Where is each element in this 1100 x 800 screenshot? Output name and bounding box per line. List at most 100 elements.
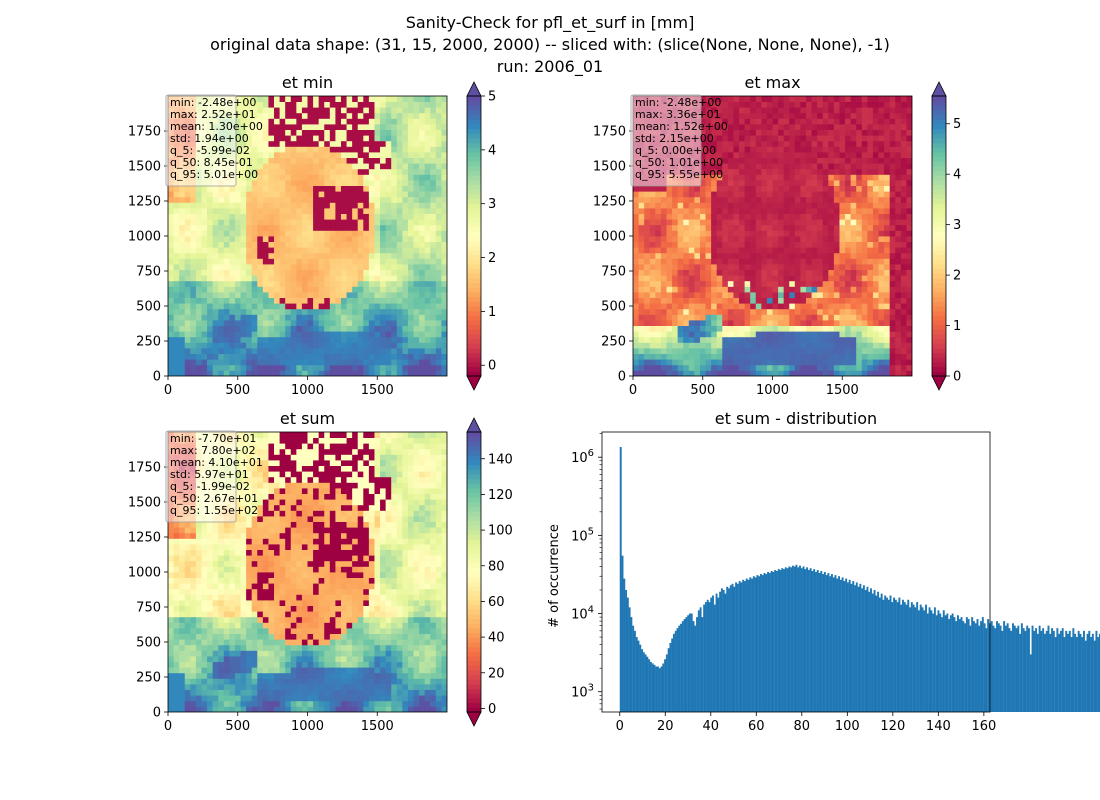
heatmap-cell [900,325,907,332]
heatmap-cell [352,146,359,153]
heatmap-cell [822,236,829,242]
heatmap-cell [895,124,902,130]
heatmap-cell [374,112,381,119]
heatmap-cell [833,292,840,298]
heatmap-cell [699,118,706,125]
heatmap-cell [861,135,868,142]
heatmap-cell [733,208,740,214]
heatmap-cell [335,258,342,265]
heatmap-cell [435,135,442,142]
heatmap-cell [755,129,762,136]
heatmap-cell [441,124,447,130]
heatmap-cell [363,264,370,270]
heatmap-cell [822,118,829,125]
heatmap-cell [201,336,208,343]
heatmap-cell [441,370,447,376]
heatmap-cell [644,213,651,220]
heatmap-cell [190,348,197,354]
heatmap-cell [324,247,331,254]
heatmap-cell [811,135,818,142]
heatmap-cell [638,342,645,349]
heatmap-cell [324,353,331,360]
heatmap-cell [733,191,740,198]
heatmap-cell [268,157,275,164]
heatmap-cell [234,140,241,147]
heatmap-cell [396,196,403,203]
heatmap-cell [839,213,846,220]
heatmap-cell [279,336,286,343]
heatmap-cell [666,208,673,214]
heatmap-cell [805,213,812,220]
heatmap-cell [318,269,325,276]
heatmap-cell [750,331,757,338]
heatmap-cell [672,364,679,371]
heatmap-cell [716,140,723,147]
heatmap-cell [413,185,420,192]
heatmap-cell [694,236,701,242]
heatmap-cell [884,320,891,326]
heatmap-cell [833,370,840,376]
heatmap-cell [727,168,734,175]
heatmap-cell [207,241,214,248]
heatmap-cell [660,275,667,282]
heatmap-cell [867,224,874,231]
heatmap-cell [828,157,835,164]
heatmap-cell [340,129,347,136]
heatmap-cell [705,286,712,293]
heatmap-cell [240,292,247,298]
heatmap-cell [811,118,818,125]
heatmap-cell [778,275,785,282]
heatmap-cell [340,180,347,186]
heatmap-cell [778,292,785,298]
heatmap-cell [895,152,902,158]
heatmap-cell [906,314,912,321]
heatmap-cell [424,107,431,114]
heatmap-cell [279,152,286,158]
heatmap-cell [906,196,912,203]
heatmap-cell [301,191,308,198]
heatmap-cell [368,308,375,315]
heatmap-cell [900,342,907,349]
heatmap-cell [179,314,186,321]
heatmap-cell [722,118,729,125]
heatmap-cell [385,191,392,198]
heatmap-cell [290,140,297,147]
heatmap-cell [867,118,874,125]
heatmap-cell [895,336,902,343]
heatmap-cell [251,280,258,287]
heatmap-cell [402,185,409,192]
heatmap-cell [794,118,801,125]
heatmap-cell [285,280,292,287]
heatmap-cell [391,224,398,231]
heatmap-cell [363,208,370,214]
heatmap-cell [195,275,202,282]
heatmap-cell [324,258,331,265]
heatmap-cell [301,264,308,270]
heatmap-cell [895,370,902,376]
heatmap-cell [419,320,426,326]
heatmap-cell [739,202,745,209]
heatmap-cell [677,359,684,366]
heatmap-cell [296,269,303,276]
heatmap-cell [240,96,247,102]
heatmap-cell [727,202,734,209]
heatmap-cell [672,370,679,376]
heatmap-cell [296,308,303,315]
heatmap-cell [699,112,706,119]
heatmap-cell [234,118,241,125]
heatmap-cell [357,292,364,298]
heatmap-cell [750,264,757,270]
heatmap-cell [190,247,197,254]
heatmap-cell [778,118,785,125]
heatmap-cell [711,247,718,254]
heatmap-cell [805,224,812,231]
heatmap-cell [739,185,745,192]
heatmap-cell [407,236,414,242]
heatmap-cell [430,146,437,153]
heatmap-cell [783,331,790,338]
heatmap-cell [895,258,902,265]
heatmap-cell [733,258,740,265]
heatmap-cell [633,297,639,304]
heatmap-cell [285,331,292,338]
heatmap-cell [906,124,912,130]
